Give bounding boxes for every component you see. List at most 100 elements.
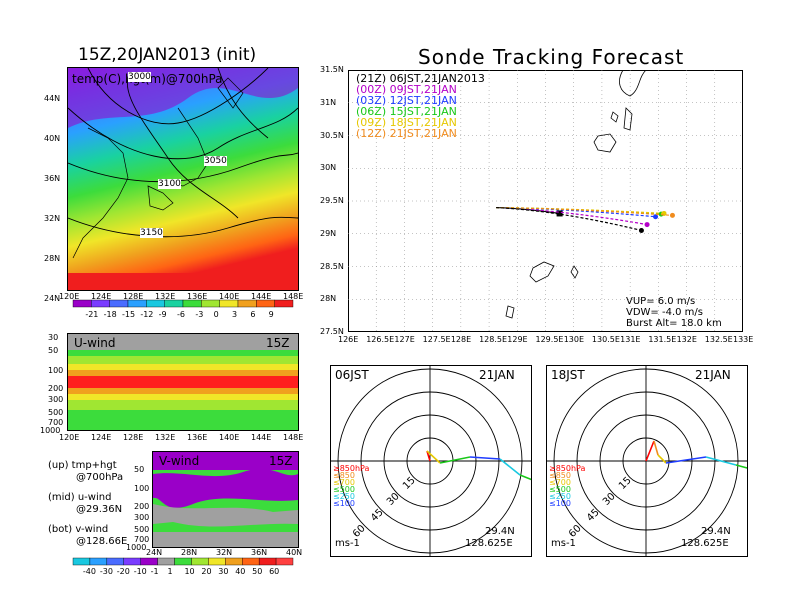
wind-colorbar-label: 50 — [252, 567, 263, 576]
track-y-tick: 29.5N — [320, 196, 344, 205]
wind-colorbar-swatch — [242, 557, 260, 566]
hodograph-date: 21JAN — [695, 368, 731, 382]
hodograph-level: ≤700 — [333, 478, 355, 487]
hodograph-unit: ms-1 — [551, 538, 576, 549]
legend-entry: (12Z) 21JST,21JAN — [356, 127, 457, 140]
track-endpoint — [556, 210, 563, 217]
hodograph-time: 06JST — [335, 368, 369, 382]
u-wind-panel: U-wind 15Z — [67, 333, 299, 431]
hodograph — [547, 366, 747, 556]
hodograph-segment — [657, 454, 667, 464]
wind-colorbar-swatch — [258, 557, 277, 566]
temp-colorbar-label: -9 — [158, 310, 167, 319]
track-y-tick: 29N — [320, 228, 337, 238]
hodograph-lat: 29.4N — [485, 526, 515, 537]
wind-colorbar-label: 1 — [167, 567, 173, 576]
legend-entry: (21Z) 06JST,21JAN2013 — [356, 72, 485, 85]
note-bot-1: (bot) v-wind — [48, 524, 109, 535]
contour-label: 3100 — [158, 179, 181, 189]
wind-colorbar-swatch — [72, 557, 91, 566]
v-pressure-tick: 50 — [134, 465, 145, 474]
track-y-tick: 28.5N — [320, 261, 344, 271]
note-bot-2: @128.66E — [76, 536, 128, 547]
hodograph-level: ≥850hPa — [333, 464, 370, 473]
track-endpoint — [644, 222, 650, 228]
temp-colorbar-label: -6 — [177, 310, 185, 319]
wind-colorbar-label: -10 — [133, 567, 147, 576]
map-lat-tick: 32N — [44, 214, 61, 223]
map-lon-tick: 120E — [59, 292, 80, 301]
hodograph-level: ≤700 — [549, 478, 571, 487]
u-wind-time: 15Z — [266, 336, 290, 350]
hodograph-level: ≤500 — [333, 485, 355, 494]
temp-colorbar-label: -3 — [195, 310, 204, 319]
hodograph — [331, 366, 531, 556]
chart-title: Sonde Tracking Forecast — [418, 45, 685, 69]
hodograph-unit: ms-1 — [335, 538, 360, 549]
track-y-tick: 31N — [320, 97, 337, 107]
u-lon-tick: 148E — [283, 433, 304, 442]
u-lon-tick: 136E — [187, 433, 208, 442]
v-pressure-tick: 1000 — [126, 543, 147, 552]
track-y-tick: 31.5N — [320, 65, 344, 74]
temp-colorbar — [72, 299, 294, 308]
hodograph-segment — [426, 450, 431, 462]
map-lon-tick: 136E — [187, 292, 208, 301]
legend-entry: (00Z) 09JST,21JAN — [356, 83, 457, 96]
map-lon-tick: 124E — [91, 292, 112, 301]
hodograph-level: ≤500 — [549, 485, 571, 494]
hodograph-level: ≤100 — [333, 499, 355, 508]
u-pressure-tick: 500 — [48, 408, 64, 417]
track-x-tick: 127.5E — [422, 335, 451, 344]
u-wind-field — [68, 334, 298, 430]
hodograph-lon: 128.625E — [681, 538, 729, 549]
track-endpoint — [669, 212, 675, 218]
u-lon-tick: 128E — [123, 433, 144, 442]
temp-colorbar-label: -18 — [103, 310, 117, 319]
track-x-tick: 129.5E — [535, 335, 564, 344]
temp-colorbar-label: -15 — [122, 310, 136, 319]
wind-colorbar-label: 20 — [201, 567, 212, 576]
track-param: Burst Alt= 18.0 km — [626, 318, 722, 329]
coastlines — [505, 70, 647, 319]
temp-colorbar-swatch — [127, 299, 147, 308]
temp-colorbar-swatch — [72, 299, 92, 308]
v-wind-panel: V-wind 15Z — [152, 451, 299, 548]
contour-label: 3000 — [128, 72, 151, 82]
wind-colorbar-swatch — [106, 557, 124, 566]
hodograph-segment — [426, 450, 441, 464]
wind-colorbar-swatch — [174, 557, 192, 566]
wind-colorbar-swatch — [225, 557, 243, 566]
hodograph-segment — [439, 456, 471, 464]
note-mid-2: @29.36N — [76, 504, 123, 515]
v-wind-field — [153, 452, 298, 547]
hodograph-level: ≤250 — [549, 492, 571, 501]
map-lon-tick: 132E — [155, 292, 176, 301]
hodograph-segment — [653, 440, 659, 456]
v-lat-tick: 32N — [216, 548, 233, 557]
contour-label: 3150 — [140, 228, 163, 238]
legend-entry: (03Z) 12JST,21JAN — [356, 94, 457, 107]
wind-colorbar-swatch — [208, 557, 226, 566]
track-x-tick: 131.5E — [648, 335, 677, 344]
contour-label: 3050 — [204, 156, 227, 166]
v-pressure-tick: 500 — [134, 525, 150, 534]
temp-colorbar-label: 0 — [213, 310, 219, 319]
hodograph-segment — [645, 440, 655, 462]
wind-colorbar-label: -20 — [116, 567, 130, 576]
v-pressure-tick: 200 — [134, 502, 150, 511]
track-x-tick: 130.5E — [591, 335, 620, 344]
track-param: VDW= -4.0 m/s — [626, 307, 703, 318]
u-pressure-tick: 50 — [48, 346, 59, 355]
wind-colorbar-label: 10 — [184, 567, 195, 576]
map-lat-tick: 24N — [44, 294, 61, 303]
map-lon-tick: 144E — [251, 292, 272, 301]
temp-colorbar-label: -12 — [140, 310, 154, 319]
track-x-tick: 131E — [620, 335, 641, 344]
u-lon-tick: 140E — [219, 433, 240, 442]
temp-colorbar-swatch — [182, 299, 202, 308]
wind-colorbar-label: -30 — [99, 567, 113, 576]
v-lat-tick: 40N — [286, 548, 303, 557]
map-lat-tick: 40N — [44, 134, 61, 143]
track-y-tick: 30N — [320, 163, 337, 173]
